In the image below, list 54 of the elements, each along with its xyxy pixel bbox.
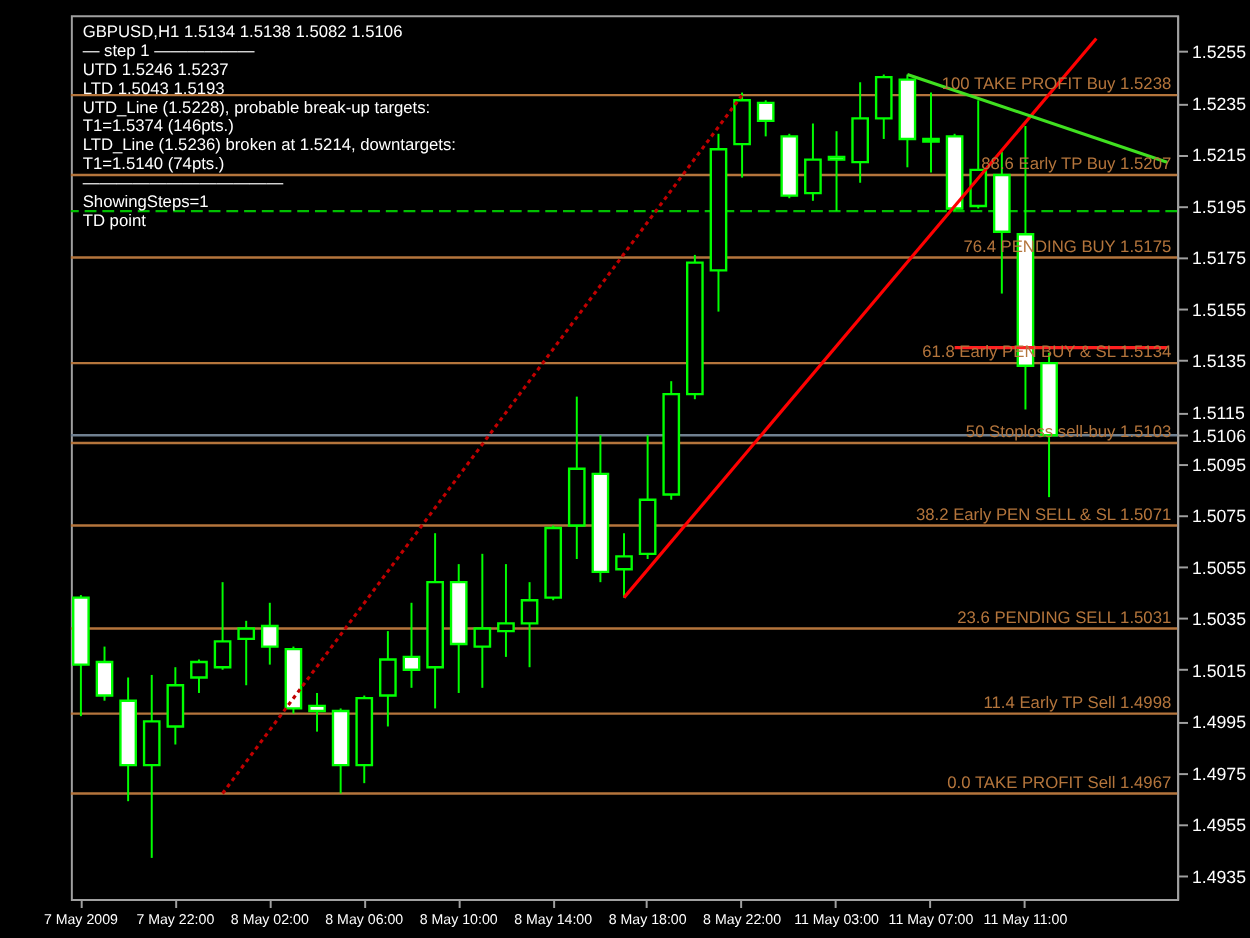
y-tick-label: 1.5035	[1191, 609, 1247, 630]
candlestick	[851, 81, 870, 184]
y-tick-label: 1.5075	[1191, 506, 1247, 527]
y-tick-label: 1.5135	[1191, 351, 1247, 372]
candlestick	[402, 601, 421, 689]
annotation: LTD 1.5043 1.5193	[82, 77, 226, 98]
candlestick	[827, 130, 846, 213]
y-tick-label: 1.5106	[1191, 426, 1247, 447]
candlestick	[237, 619, 256, 687]
candlestick	[473, 552, 492, 689]
candlestick	[922, 91, 940, 174]
annotation: T1=1.5374 (146pts.)	[82, 115, 235, 136]
y-tick-label: 1.5175	[1191, 248, 1247, 269]
candlestick	[308, 691, 326, 733]
candlestick	[733, 91, 751, 179]
ref-line-label: 23.6 PENDING SELL 1.5031	[957, 606, 1172, 627]
annotation: — step 1 ——————	[82, 39, 256, 60]
y-tick-label: 1.4975	[1191, 763, 1247, 784]
ref-line-label: 38.2 Early PEN SELL & SL 1.5071	[915, 503, 1172, 524]
candlestick	[260, 601, 279, 666]
y-tick-label: 1.4955	[1191, 815, 1247, 836]
candlestick	[615, 532, 633, 599]
annotation: UTD_Line (1.5228), probable break-up targets:	[82, 96, 431, 117]
y-tick-label: 1.5115	[1191, 402, 1245, 423]
annotation: ————————————	[82, 172, 285, 193]
candlestick	[497, 563, 515, 658]
y-tick-label: 1.4935	[1191, 866, 1247, 887]
annotation: ShowingSteps=1	[82, 190, 210, 211]
candlestick	[190, 658, 208, 694]
y-tick-label: 1.5215	[1191, 145, 1247, 166]
y-tick-label: 1.5255	[1191, 42, 1247, 63]
candlestick	[756, 99, 775, 138]
candlestick	[874, 73, 893, 140]
y-tick-label: 1.5155	[1191, 299, 1247, 320]
y-tick-label: 1.5195	[1191, 196, 1247, 217]
annotation: T1=1.5140 (74pts.)	[82, 153, 225, 174]
ref-line-label: 0.0 TAKE PROFIT Sell 1.4967	[947, 771, 1172, 792]
y-tick-label: 1.5235	[1191, 93, 1247, 114]
candlestick	[142, 673, 161, 859]
y-tick-label: 1.5015	[1191, 660, 1247, 681]
candlestick	[804, 122, 822, 202]
candlestick	[166, 666, 185, 746]
chart-title: GBPUSD,H1 1.5134 1.5138 1.5082 1.5106	[82, 20, 404, 41]
annotation: LTD_Line (1.5236) broken at 1.5214, downtargets:	[82, 134, 457, 155]
annotation: TD point	[82, 209, 148, 230]
y-tick-label: 1.4995	[1191, 712, 1247, 733]
y-tick-label: 1.5055	[1191, 557, 1247, 578]
candlestick	[213, 581, 232, 671]
annotation: UTD 1.5246 1.5237	[82, 58, 230, 79]
candlestick	[520, 581, 539, 669]
y-tick-label: 1.5095	[1191, 454, 1247, 475]
candlestick	[379, 630, 397, 728]
candlestick	[95, 645, 114, 702]
ref-line-label: 11.4 Early TP Sell 1.4998	[983, 691, 1172, 712]
